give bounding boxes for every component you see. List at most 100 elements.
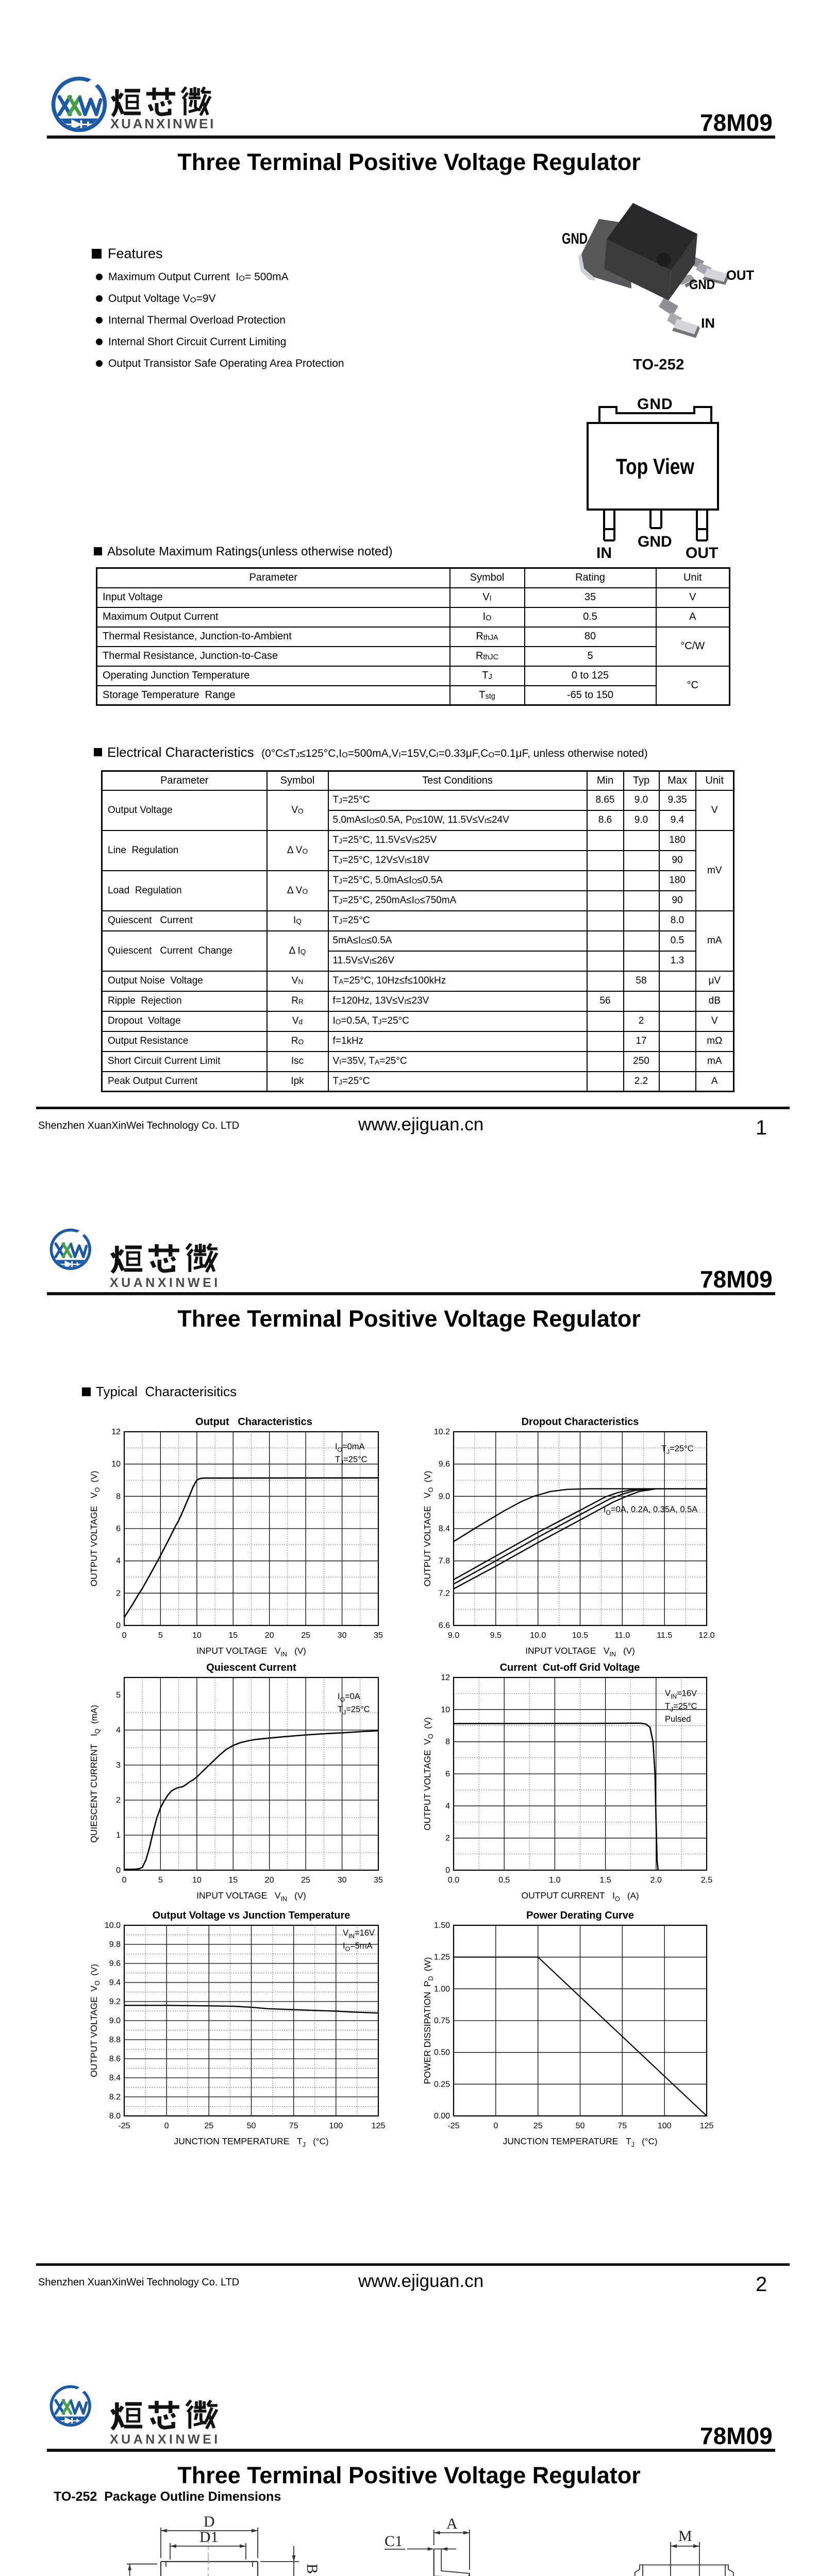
svg-text:1.50: 1.50 bbox=[434, 1921, 450, 1930]
svg-text:5: 5 bbox=[158, 1631, 163, 1640]
svg-text:35: 35 bbox=[374, 1876, 383, 1885]
svg-text:0.5: 0.5 bbox=[498, 1876, 510, 1885]
svg-text:3: 3 bbox=[116, 1761, 121, 1770]
svg-text:75: 75 bbox=[617, 2122, 627, 2130]
svg-text:Pulsed: Pulsed bbox=[665, 1715, 691, 1724]
svg-text:12: 12 bbox=[441, 1673, 450, 1682]
svg-text:75: 75 bbox=[289, 2122, 298, 2130]
svg-text:6.6: 6.6 bbox=[439, 1621, 450, 1630]
svg-text:GND: GND bbox=[637, 396, 673, 413]
svg-text:8.6: 8.6 bbox=[109, 2055, 121, 2063]
svg-text:10.2: 10.2 bbox=[434, 1428, 450, 1436]
svg-text:9.6: 9.6 bbox=[109, 1959, 121, 1968]
svg-text:4: 4 bbox=[116, 1726, 121, 1735]
svg-text:8.4: 8.4 bbox=[439, 1524, 450, 1533]
svg-text:D1: D1 bbox=[199, 2529, 219, 2546]
svg-text:Current Cut-off Grid Voltage: Current Cut-off Grid Voltage bbox=[500, 1662, 640, 1673]
svg-text:1.5: 1.5 bbox=[599, 1876, 611, 1885]
svg-text:9.5: 9.5 bbox=[490, 1631, 502, 1640]
svg-text:0: 0 bbox=[122, 1631, 127, 1640]
svg-text:7.8: 7.8 bbox=[439, 1557, 450, 1566]
svg-text:20: 20 bbox=[265, 1876, 274, 1885]
svg-text:9.0: 9.0 bbox=[439, 1492, 450, 1501]
svg-text:IO=0mA: IO=0mA bbox=[335, 1442, 365, 1453]
svg-text:50: 50 bbox=[576, 2122, 585, 2130]
svg-text:9.6: 9.6 bbox=[439, 1460, 450, 1469]
svg-text:OUT: OUT bbox=[726, 267, 754, 283]
svg-text:12: 12 bbox=[111, 1428, 121, 1436]
svg-text:2: 2 bbox=[445, 1834, 450, 1843]
svg-text:8: 8 bbox=[445, 1738, 450, 1747]
svg-text:1: 1 bbox=[116, 1831, 121, 1840]
svg-text:GND: GND bbox=[562, 230, 588, 247]
svg-text:2: 2 bbox=[116, 1589, 121, 1598]
svg-text:0.00: 0.00 bbox=[434, 2112, 450, 2121]
svg-text:D: D bbox=[204, 2513, 215, 2530]
svg-text:Output Characteristics: Output Characteristics bbox=[195, 1416, 312, 1428]
svg-text:JUNCTION TEMPERATURE TJ (°: JUNCTION TEMPERATURE TJ (°C) bbox=[503, 2136, 657, 2148]
svg-text:10.5: 10.5 bbox=[572, 1631, 588, 1640]
svg-text:8.8: 8.8 bbox=[109, 2036, 121, 2044]
svg-text:25: 25 bbox=[204, 2122, 213, 2130]
svg-text:10.0: 10.0 bbox=[105, 1921, 121, 1930]
svg-text:OUTPUT VOLTAGE VO (V): OUTPUT VOLTAGE VO (V) bbox=[422, 1717, 435, 1831]
svg-text:11.5: 11.5 bbox=[657, 1631, 672, 1640]
svg-text:JUNCTION TEMPERATURE TJ (°: JUNCTION TEMPERATURE TJ (°C) bbox=[174, 2136, 328, 2148]
svg-text:15: 15 bbox=[228, 1876, 238, 1885]
svg-text:30: 30 bbox=[338, 1876, 347, 1885]
svg-text:10: 10 bbox=[111, 1460, 121, 1469]
svg-text:10.0: 10.0 bbox=[530, 1631, 546, 1640]
svg-text:9.0: 9.0 bbox=[448, 1631, 459, 1640]
svg-text:25: 25 bbox=[301, 1876, 310, 1885]
svg-text:OUTPUT VOLTAGE VO (V): OUTPUT VOLTAGE VO (V) bbox=[422, 1471, 435, 1587]
svg-text:POWER DISSIPATION PD (W): POWER DISSIPATION PD (W) bbox=[422, 1957, 435, 2084]
svg-text:VIN=16V: VIN=16V bbox=[665, 1689, 697, 1700]
svg-text:10: 10 bbox=[441, 1705, 450, 1714]
svg-text:M: M bbox=[678, 2528, 692, 2545]
svg-text:25: 25 bbox=[301, 1631, 310, 1640]
svg-text:100: 100 bbox=[658, 2122, 672, 2130]
svg-text:2.5: 2.5 bbox=[701, 1876, 712, 1885]
svg-text:0: 0 bbox=[122, 1876, 127, 1885]
svg-text:30: 30 bbox=[338, 1631, 347, 1640]
svg-text:125: 125 bbox=[372, 2122, 386, 2130]
svg-text:2: 2 bbox=[116, 1796, 121, 1805]
svg-text:0: 0 bbox=[116, 1866, 121, 1875]
svg-text:-25: -25 bbox=[447, 2122, 459, 2130]
svg-text:TJ=25°C: TJ=25°C bbox=[335, 1455, 368, 1466]
svg-text:9.4: 9.4 bbox=[109, 1978, 121, 1987]
svg-text:Output Voltage vs Junction Tem: Output Voltage vs Junction Temperature bbox=[153, 1910, 350, 1921]
svg-text:0: 0 bbox=[445, 1866, 450, 1875]
svg-text:GND: GND bbox=[638, 533, 672, 550]
svg-text:9.2: 9.2 bbox=[109, 1997, 121, 2006]
svg-text:Power Derating Curve: Power Derating Curve bbox=[526, 1910, 634, 1921]
svg-text:100: 100 bbox=[329, 2122, 343, 2130]
svg-text:1.25: 1.25 bbox=[434, 1953, 450, 1962]
svg-text:Quiescent Current: Quiescent Current bbox=[206, 1662, 296, 1673]
svg-text:8.2: 8.2 bbox=[109, 2093, 121, 2102]
svg-text:Dropout Characteristics: Dropout Characteristics bbox=[522, 1416, 639, 1428]
svg-text:11.0: 11.0 bbox=[614, 1631, 630, 1640]
svg-text:OUT: OUT bbox=[686, 545, 718, 562]
svg-text:5: 5 bbox=[158, 1876, 163, 1885]
svg-text:IN: IN bbox=[596, 545, 612, 562]
svg-text:Top View: Top View bbox=[616, 454, 694, 479]
svg-text:125: 125 bbox=[700, 2122, 714, 2130]
svg-text:0.50: 0.50 bbox=[434, 2048, 450, 2057]
svg-text:-25: -25 bbox=[118, 2122, 130, 2130]
svg-text:15: 15 bbox=[228, 1631, 238, 1640]
svg-text:50: 50 bbox=[247, 2122, 256, 2130]
svg-text:IO=0A: IO=0A bbox=[338, 1692, 360, 1703]
svg-text:9.0: 9.0 bbox=[109, 2016, 121, 2025]
svg-text:IO=0A, 0.2A, 0.35A, 0.5A: IO=0A, 0.2A, 0.35A, 0.5A bbox=[604, 1505, 697, 1516]
svg-text:0.75: 0.75 bbox=[434, 2016, 450, 2025]
svg-text:9.8: 9.8 bbox=[109, 1940, 121, 1949]
svg-text:TJ=25°C: TJ=25°C bbox=[665, 1702, 697, 1713]
svg-text:25: 25 bbox=[533, 2122, 543, 2130]
svg-text:0: 0 bbox=[493, 2122, 498, 2130]
svg-text:C1: C1 bbox=[385, 2533, 403, 2550]
svg-text:20: 20 bbox=[265, 1631, 274, 1640]
svg-text:TJ=25°C: TJ=25°C bbox=[338, 1705, 370, 1716]
svg-text:VIN=16V: VIN=16V bbox=[343, 1928, 375, 1940]
svg-text:8.0: 8.0 bbox=[109, 2112, 121, 2121]
